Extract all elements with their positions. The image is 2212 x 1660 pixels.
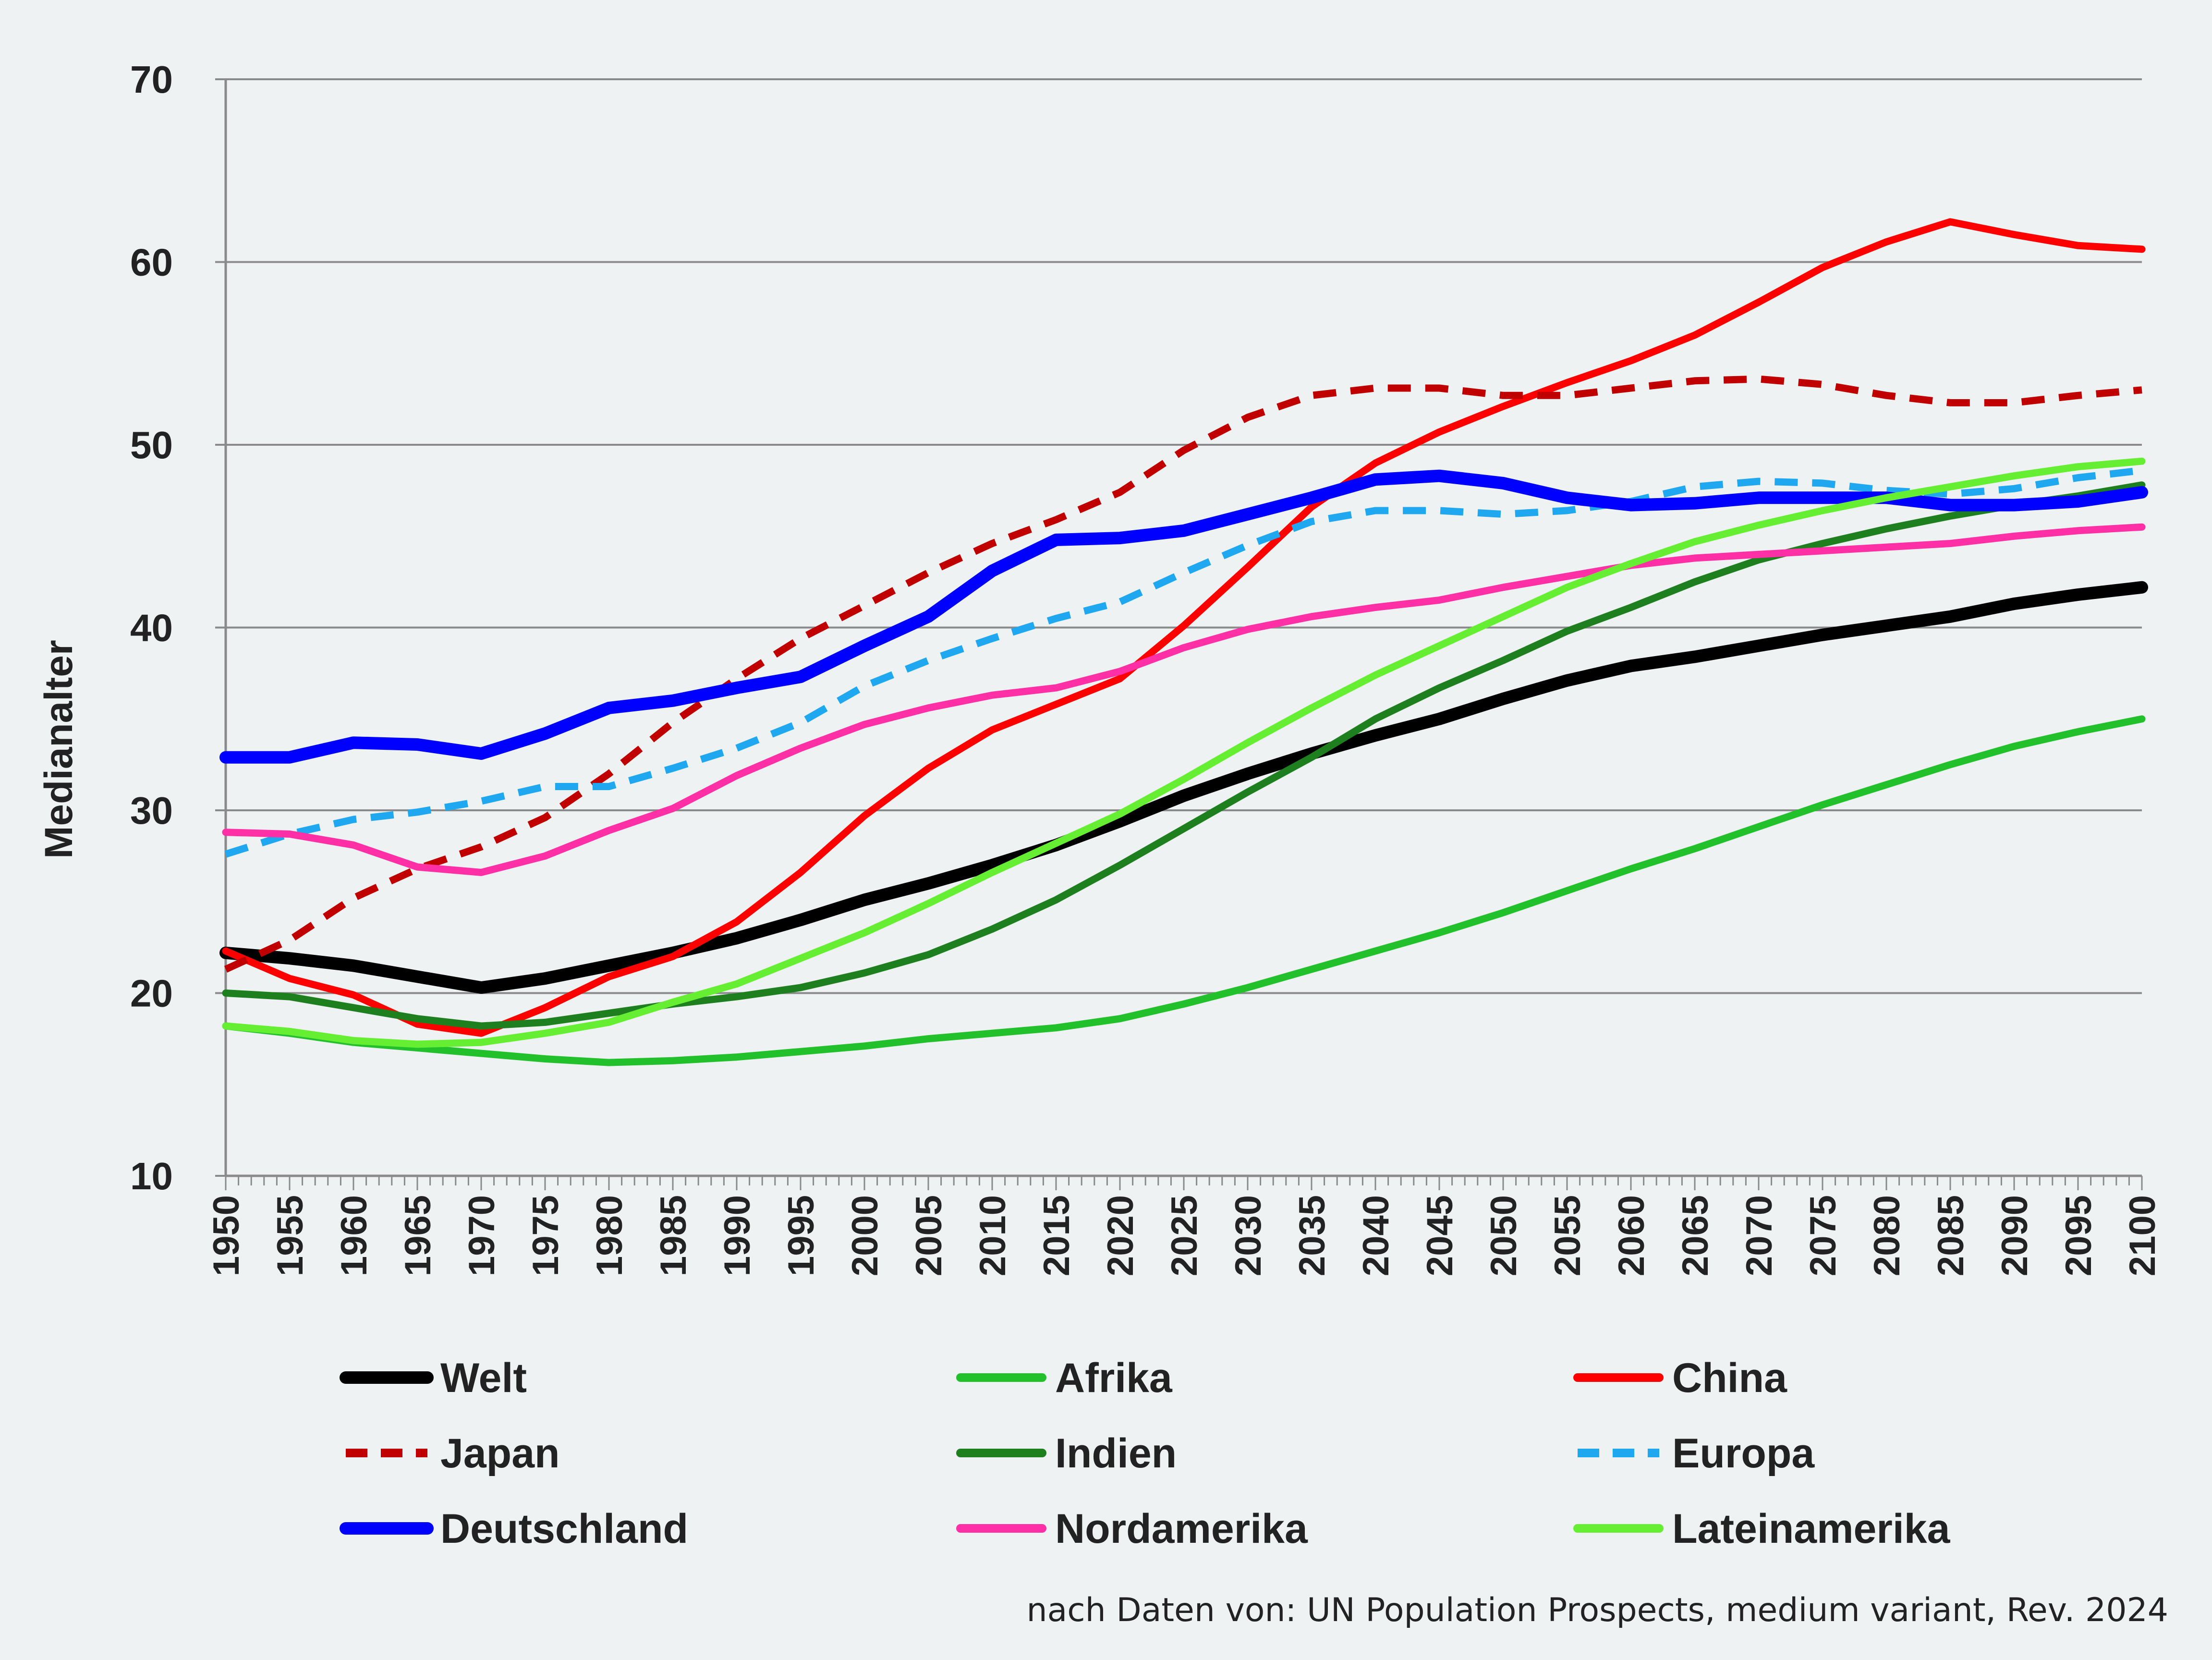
y-tick-label: 20 [130,972,173,1015]
y-tick-label: 60 [130,241,173,284]
x-tick-label: 2045 [1420,1195,1460,1276]
x-tick-label: 2080 [1867,1195,1908,1276]
x-tick-label: 2040 [1356,1195,1397,1276]
y-tick-label: 50 [130,424,173,466]
x-tick-label: 1980 [589,1195,630,1276]
x-tick-label: 1955 [270,1195,311,1276]
x-tick-label: 2060 [1611,1195,1652,1276]
source-note: nach Daten von: UN Population Prospects,… [1026,1591,2168,1629]
y-tick-label: 40 [130,607,173,649]
x-tick-label: 1960 [334,1195,375,1276]
legend-label: China [1672,1355,1787,1401]
x-tick-label: 2085 [1931,1195,1971,1276]
x-tick-label: 1950 [206,1195,247,1276]
x-tick-label: 1970 [462,1195,502,1276]
series-line-welt [219,581,2148,994]
legend-label: Welt [440,1355,527,1401]
x-tick-label: 1975 [525,1195,566,1276]
x-tick-label: 2030 [1228,1195,1269,1276]
series-line-lateinamerika [222,457,2146,1048]
series-line-nordamerika [222,523,2146,876]
x-tick-label: 2025 [1164,1195,1205,1276]
y-tick-label: 10 [130,1155,173,1197]
series-lines [219,218,2148,1066]
x-tick-label: 2055 [1547,1195,1588,1276]
x-tick-label: 2095 [2058,1195,2099,1276]
x-tick-label: 2000 [845,1195,886,1276]
legend: Welt Afrika China Japan Indien Europa Deutschl… [340,1355,1951,1552]
x-tick-label: 2015 [1036,1195,1077,1276]
x-tick-label: 1990 [717,1195,758,1276]
series-line-afrika [222,715,2146,1066]
series-line-europa [224,466,2142,858]
x-tick-label: 2070 [1739,1195,1780,1276]
x-tick-label: 2090 [1994,1195,2035,1276]
axes [215,78,2143,1190]
series-line-china [222,218,2146,1037]
x-tick-label: 1965 [398,1195,438,1276]
x-tick-label: 2005 [909,1195,949,1276]
legend-label: Europa [1672,1430,1815,1477]
y-tick-label: 30 [130,789,173,832]
x-tick-labels: 1950 1955 1960 1965 1970 1975 1980 1985 1990 1995… [206,1195,2163,1276]
legend-label: Deutschland [440,1506,688,1552]
y-tick-labels: 10 20 30 40 50 60 70 [130,58,173,1197]
y-tick-label: 70 [130,58,173,101]
x-tick-label: 2020 [1100,1195,1141,1276]
x-tick-label: 2100 [2122,1195,2163,1276]
x-tick-label: 1985 [653,1195,694,1276]
series-line-deutschland [219,469,2148,764]
series-line-japan [224,375,2142,973]
y-axis-label: Medianalter [37,640,81,859]
series-line-indien [222,481,2146,1030]
x-tick-label: 2050 [1483,1195,1524,1276]
legend-label: Indien [1055,1430,1177,1477]
legend-label: Japan [440,1430,560,1477]
x-tick-label: 1995 [781,1195,822,1276]
x-tick-label: 2065 [1675,1195,1716,1276]
legend-label: Nordamerika [1055,1506,1308,1552]
x-tick-label: 2010 [972,1195,1013,1276]
legend-label: Lateinamerika [1672,1506,1951,1552]
x-tick-label: 2035 [1292,1195,1333,1276]
x-tick-label: 2075 [1803,1195,1844,1276]
legend-label: Afrika [1055,1355,1173,1401]
